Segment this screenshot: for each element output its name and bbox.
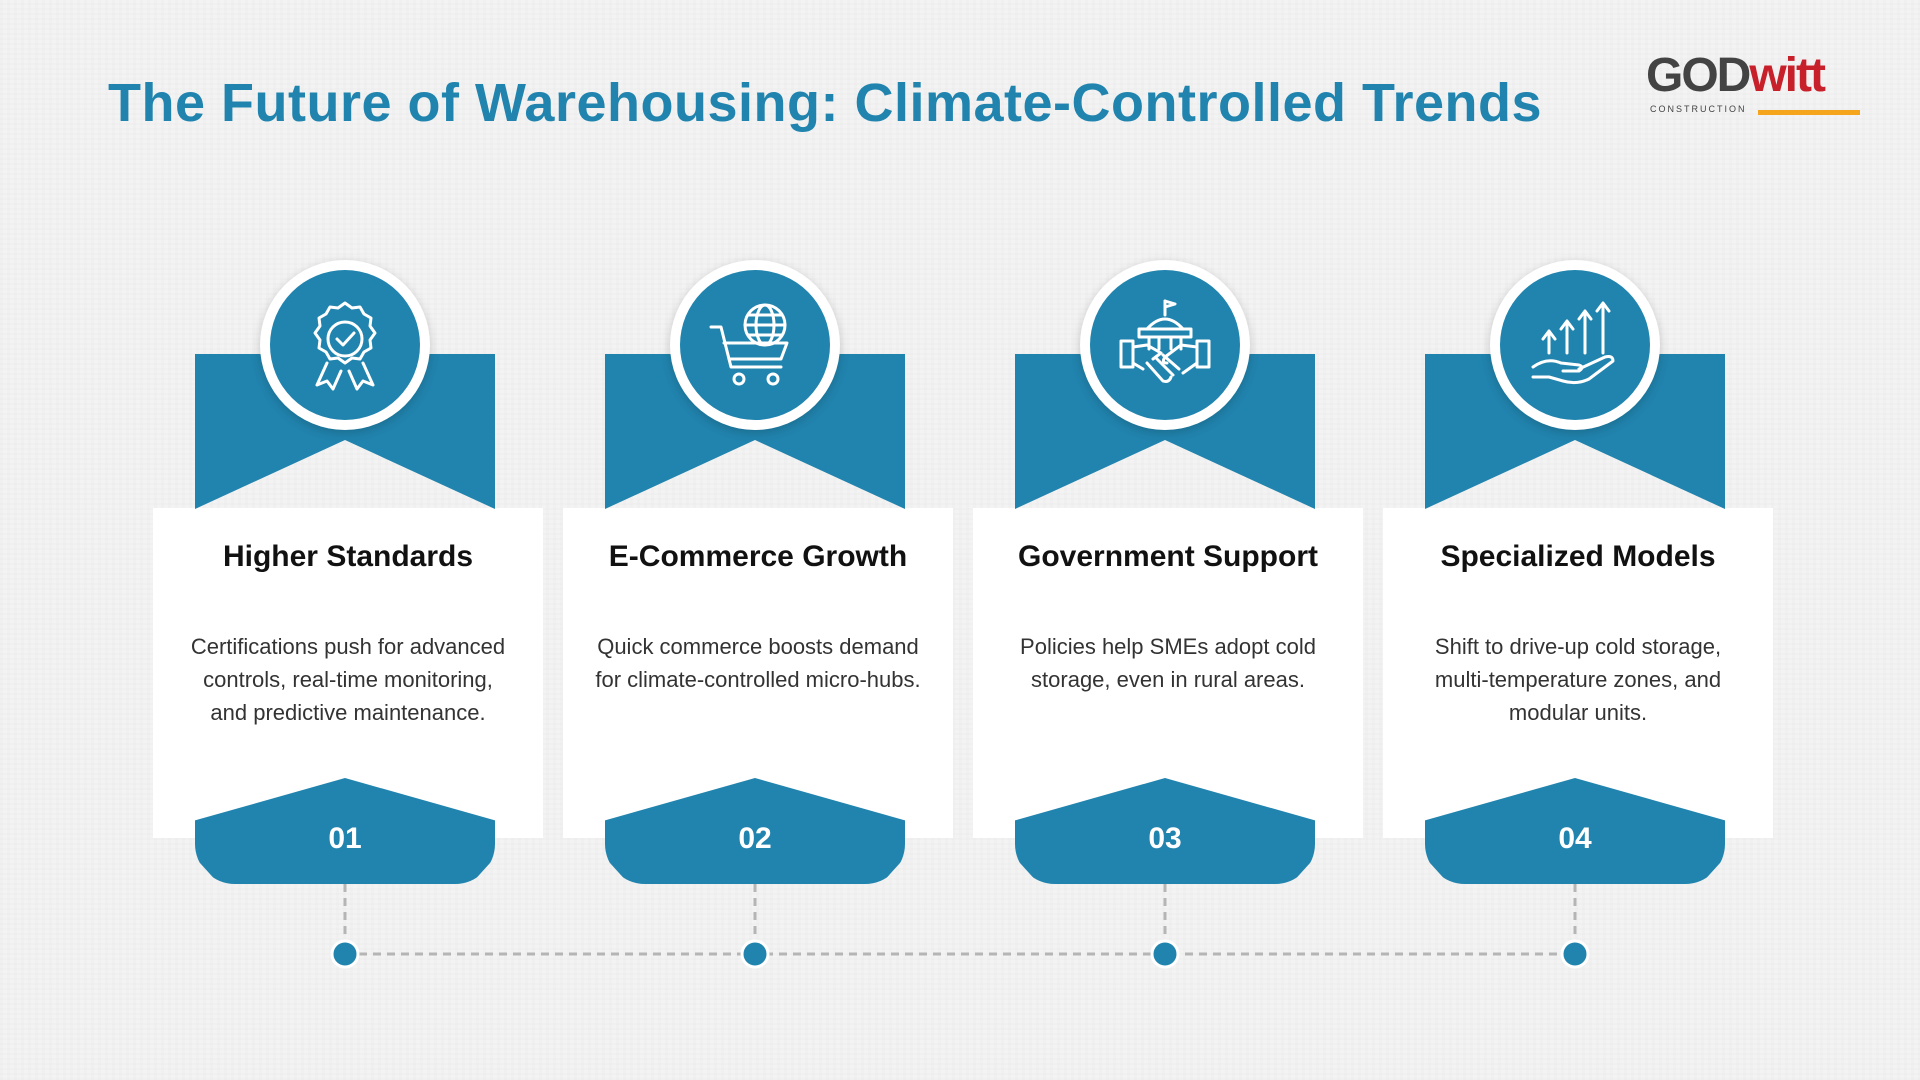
- trend-card-1: 01 Higher Standards Certifications push …: [153, 260, 573, 900]
- card-icon-badge: [670, 260, 840, 430]
- card-icon-badge: [260, 260, 430, 430]
- shopping-cart-globe-icon: [709, 303, 789, 386]
- card-description: Shift to drive-up cold storage, multi-te…: [1434, 634, 1722, 725]
- card-icon-badge: [1080, 260, 1250, 430]
- card-number: 02: [738, 822, 772, 855]
- page-title: The Future of Warehousing: Climate-Contr…: [108, 73, 1543, 133]
- trend-card-2: 02 E-Commerce Growth Quick commerce boos…: [563, 260, 983, 900]
- card-title: Higher Standards: [222, 540, 474, 573]
- trend-card-4: 04 Specialized Models Shift to drive-up …: [1383, 260, 1803, 900]
- card-number: 01: [328, 822, 362, 855]
- card-title: Government Support: [1017, 540, 1318, 573]
- logo-subtitle: CONSTRUCTION: [1650, 104, 1747, 114]
- company-logo: GODwitt CONSTRUCTION: [1646, 48, 1860, 120]
- hand-growth-arrows-icon: [1531, 301, 1615, 385]
- card-number: 03: [1148, 822, 1182, 855]
- government-handshake-icon: [1119, 299, 1211, 383]
- card-description: Certifications push for advanced control…: [190, 634, 506, 725]
- card-description: Quick commerce boosts demand for climate…: [595, 634, 921, 692]
- card-title: Specialized Models: [1440, 540, 1716, 573]
- card-title: E-Commerce Growth: [608, 540, 908, 573]
- card-icon-badge: [1490, 260, 1660, 430]
- card-description: Policies help SMEs adopt cold storage, e…: [1020, 634, 1316, 692]
- card-number: 04: [1558, 822, 1592, 855]
- award-ribbon-icon: [313, 301, 377, 391]
- logo-underline: [1758, 110, 1860, 115]
- trend-card-3: 03 Government S: [973, 260, 1393, 900]
